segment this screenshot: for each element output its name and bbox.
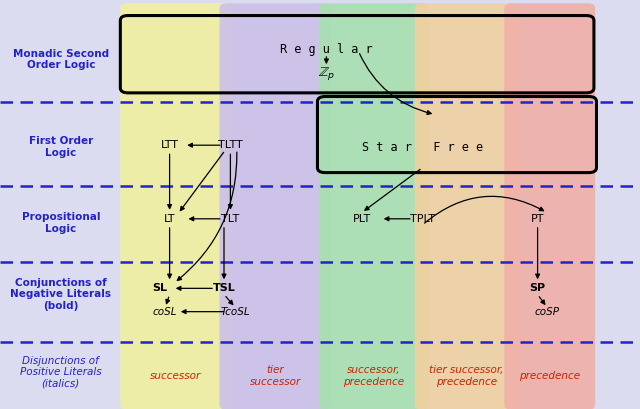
Text: TLT: TLT [221,214,239,224]
Text: TSL: TSL [212,283,236,293]
Text: tier successor,
precedence: tier successor, precedence [429,366,504,387]
Text: precedence: precedence [519,371,580,381]
FancyBboxPatch shape [504,3,595,409]
Text: coSL: coSL [153,307,177,317]
Text: $\mathbb{Z}_p$: $\mathbb{Z}_p$ [317,65,335,82]
Text: Monadic Second
Order Logic: Monadic Second Order Logic [13,49,109,70]
Text: coSP: coSP [534,307,560,317]
Text: successor,
precedence: successor, precedence [343,366,404,387]
Text: R e g u l a r: R e g u l a r [280,43,372,56]
FancyBboxPatch shape [415,3,518,409]
Text: S t a r   F r e e: S t a r F r e e [362,141,483,154]
Text: First Order
Logic: First Order Logic [29,137,93,158]
Text: PLT: PLT [353,214,371,224]
Text: LTT: LTT [161,140,179,150]
Text: PT: PT [531,214,545,224]
Text: TPLT: TPLT [410,214,435,224]
Text: TcoSL: TcoSL [221,307,250,317]
Text: LT: LT [164,214,175,224]
Text: Disjunctions of
Positive Literals
(italics): Disjunctions of Positive Literals (itali… [20,355,102,389]
FancyBboxPatch shape [319,3,429,409]
Text: Conjunctions of
Negative Literals
(bold): Conjunctions of Negative Literals (bold) [10,278,111,311]
Text: TLTT: TLTT [218,140,243,150]
Text: SL: SL [152,283,168,293]
Text: successor: successor [150,371,202,381]
FancyBboxPatch shape [220,3,331,409]
Text: SP: SP [529,283,546,293]
Text: Propositional
Logic: Propositional Logic [22,212,100,234]
FancyBboxPatch shape [120,3,232,409]
Text: tier
successor: tier successor [250,366,301,387]
